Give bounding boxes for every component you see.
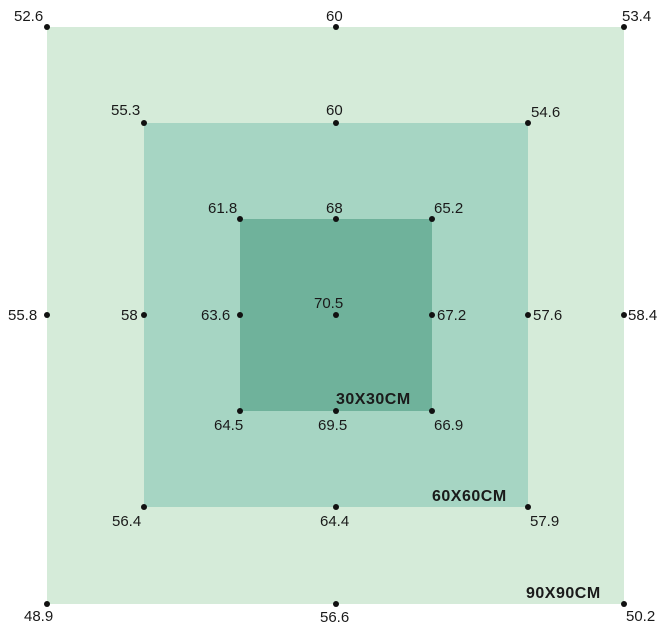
value-middle-bottom-left: 56.4 bbox=[112, 513, 141, 530]
point-inner-top-left bbox=[237, 216, 243, 222]
value-inner-bottom-right: 66.9 bbox=[434, 417, 463, 434]
value-inner-top-right: 65.2 bbox=[434, 200, 463, 217]
point-middle-bottom-left bbox=[141, 504, 147, 510]
point-inner-top-right bbox=[429, 216, 435, 222]
value-outer-mid-right: 58.4 bbox=[628, 307, 657, 324]
point-outer-bottom-right bbox=[621, 601, 627, 607]
point-outer-mid-left bbox=[44, 312, 50, 318]
value-outer-mid-left: 55.8 bbox=[8, 307, 37, 324]
value-inner-bottom-center: 69.5 bbox=[318, 417, 347, 434]
point-outer-mid-right bbox=[621, 312, 627, 318]
point-middle-top-left bbox=[141, 120, 147, 126]
point-middle-top-right bbox=[525, 120, 531, 126]
point-inner-bottom-center bbox=[333, 408, 339, 414]
label-60x60: 60X60CM bbox=[432, 488, 507, 505]
value-inner-top-left: 61.8 bbox=[208, 200, 237, 217]
point-outer-top-right bbox=[621, 24, 627, 30]
point-outer-bottom-left bbox=[44, 601, 50, 607]
point-outer-bottom-center bbox=[333, 601, 339, 607]
point-inner-bottom-right bbox=[429, 408, 435, 414]
point-middle-bottom-center bbox=[333, 504, 339, 510]
value-middle-mid-left: 58 bbox=[121, 307, 138, 324]
value-middle-top-center: 60 bbox=[326, 102, 343, 119]
value-center: 70.5 bbox=[314, 295, 343, 312]
value-outer-bottom-center: 56.6 bbox=[320, 609, 349, 626]
value-outer-top-left: 52.6 bbox=[14, 8, 43, 25]
value-middle-mid-right: 57.6 bbox=[533, 307, 562, 324]
label-30x30: 30X30CM bbox=[336, 391, 411, 408]
value-inner-bottom-left: 64.5 bbox=[214, 417, 243, 434]
value-inner-mid-right: 67.2 bbox=[437, 307, 466, 324]
point-middle-mid-left bbox=[141, 312, 147, 318]
point-middle-top-center bbox=[333, 120, 339, 126]
point-center bbox=[333, 312, 339, 318]
value-outer-top-right: 53.4 bbox=[622, 8, 651, 25]
value-middle-top-left: 55.3 bbox=[111, 102, 140, 119]
value-outer-bottom-right: 50.2 bbox=[626, 608, 655, 625]
point-outer-top-left bbox=[44, 24, 50, 30]
point-inner-mid-left bbox=[237, 312, 243, 318]
point-outer-top-center bbox=[333, 24, 339, 30]
value-middle-bottom-center: 64.4 bbox=[320, 513, 349, 530]
point-middle-mid-right bbox=[525, 312, 531, 318]
value-inner-top-center: 68 bbox=[326, 200, 343, 217]
value-middle-top-right: 54.6 bbox=[531, 104, 560, 121]
point-middle-bottom-right bbox=[525, 504, 531, 510]
value-outer-bottom-left: 48.9 bbox=[24, 608, 53, 625]
value-inner-mid-left: 63.6 bbox=[201, 307, 230, 324]
value-outer-top-center: 60 bbox=[326, 8, 343, 25]
point-inner-mid-right bbox=[429, 312, 435, 318]
label-90x90: 90X90CM bbox=[526, 585, 601, 602]
point-inner-bottom-left bbox=[237, 408, 243, 414]
value-middle-bottom-right: 57.9 bbox=[530, 513, 559, 530]
point-inner-top-center bbox=[333, 216, 339, 222]
